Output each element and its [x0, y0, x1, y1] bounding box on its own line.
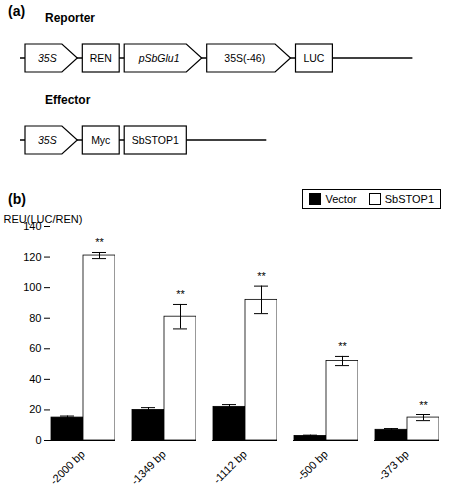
html-text:(b): (b)	[8, 191, 26, 207]
svg-text:REU(LUC/REN): REU(LUC/REN)	[4, 213, 83, 225]
svg-text:35S(-46): 35S(-46)	[224, 52, 265, 64]
svg-text:**: **	[338, 340, 347, 352]
svg-text:Myc: Myc	[91, 134, 110, 146]
svg-text:LUC: LUC	[303, 52, 324, 64]
html-text:Vector: Vector	[325, 193, 357, 205]
svg-text:**: **	[419, 399, 428, 411]
html-text:SbSTOP1: SbSTOP1	[384, 193, 434, 205]
svg-text:40: 40	[29, 373, 41, 385]
svg-text:Effector: Effector	[45, 93, 91, 107]
svg-text:35S: 35S	[38, 52, 57, 64]
svg-text:120: 120	[23, 251, 41, 263]
svg-text:35S: 35S	[38, 134, 57, 146]
svg-text:0: 0	[35, 434, 41, 446]
svg-text:(a): (a)	[8, 3, 25, 19]
svg-text:-500 bp: -500 bp	[295, 448, 330, 483]
svg-text:REN: REN	[90, 52, 112, 64]
svg-text:-373 bp: -373 bp	[376, 448, 411, 483]
svg-text:20: 20	[29, 403, 41, 415]
svg-text:**: **	[257, 270, 266, 282]
svg-text:**: **	[176, 288, 185, 300]
svg-text:80: 80	[29, 312, 41, 324]
svg-text:-1112 bp: -1112 bp	[211, 448, 249, 486]
svg-text:60: 60	[29, 342, 41, 354]
svg-text:100: 100	[23, 281, 41, 293]
svg-text:-2000 bp: -2000 bp	[48, 448, 87, 487]
svg-text:SbSTOP1: SbSTOP1	[132, 134, 179, 146]
svg-text:**: **	[95, 236, 104, 248]
svg-text:140: 140	[23, 220, 42, 232]
svg-text:-1349 bp: -1349 bp	[129, 448, 168, 487]
svg-text:Reporter: Reporter	[45, 11, 95, 25]
svg-text:pSbGlu1: pSbGlu1	[138, 52, 180, 64]
